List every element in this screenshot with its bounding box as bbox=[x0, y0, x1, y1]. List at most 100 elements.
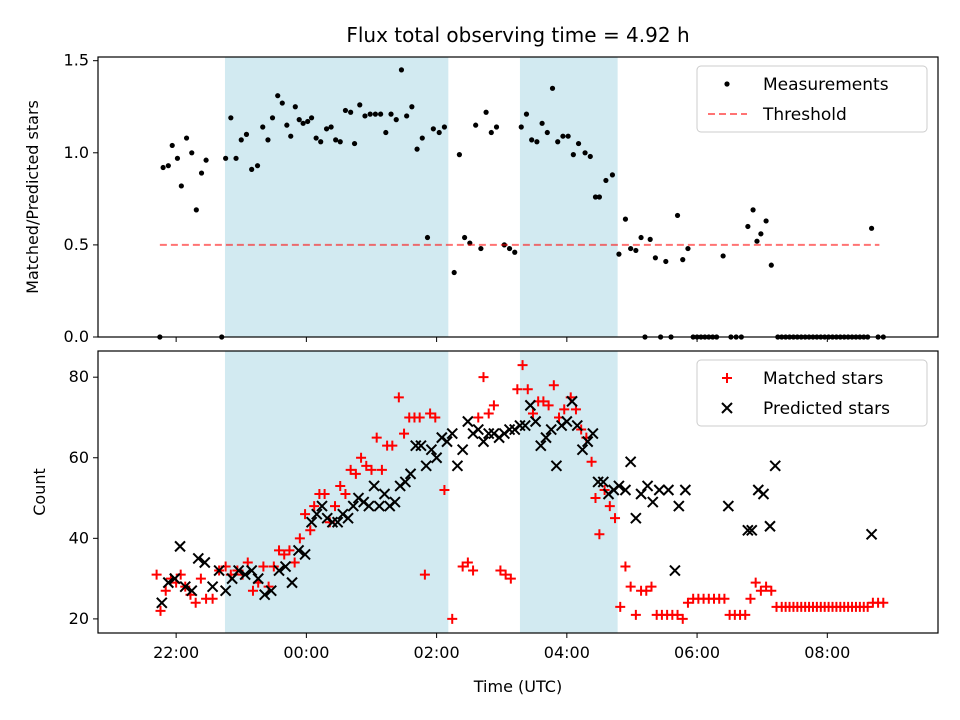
legend-label: Predicted stars bbox=[763, 399, 890, 419]
measurement-point bbox=[488, 129, 494, 136]
measurement-point bbox=[685, 245, 691, 252]
measurement-point bbox=[609, 172, 616, 178]
shaded-band bbox=[519, 351, 618, 633]
measurement-point bbox=[754, 238, 760, 244]
predicted-star-point bbox=[279, 560, 292, 573]
measurement-point bbox=[254, 163, 261, 169]
predicted-star-point bbox=[446, 427, 458, 440]
predicted-star-point bbox=[174, 540, 186, 553]
predicted-star-point bbox=[292, 544, 305, 557]
measurement-point bbox=[419, 135, 425, 141]
matched-star-point bbox=[284, 545, 295, 556]
measurement-point bbox=[279, 100, 285, 106]
predicted-star-point bbox=[399, 476, 412, 488]
predicted-star-point bbox=[169, 572, 181, 585]
predicted-star-point bbox=[576, 443, 589, 456]
predicted-star-point bbox=[769, 460, 781, 472]
predicted-star-point bbox=[239, 568, 251, 581]
matched-star-point bbox=[340, 489, 351, 500]
predicted-star-point bbox=[550, 460, 563, 472]
matched-star-point bbox=[247, 585, 258, 596]
measurement-point bbox=[663, 258, 669, 265]
measurement-point bbox=[288, 133, 294, 139]
matched-star-point bbox=[740, 609, 751, 620]
measurement-point bbox=[633, 247, 639, 254]
measurement-point bbox=[260, 124, 266, 130]
measurement-point bbox=[333, 137, 339, 143]
measurement-point bbox=[587, 153, 593, 160]
x-tick-label: 06:00 bbox=[674, 643, 720, 662]
matched-star-point bbox=[604, 501, 615, 512]
matched-star-point bbox=[527, 408, 538, 419]
y-ticks: 0.0 0.5 1.0 1.5 bbox=[64, 51, 98, 346]
matched-star-point bbox=[543, 400, 554, 411]
y-ticks: 20 40 60 80 bbox=[69, 367, 98, 628]
measurement-point bbox=[441, 124, 448, 130]
measurement-point bbox=[436, 129, 442, 136]
matched-star-point bbox=[766, 585, 777, 596]
measurement-point bbox=[357, 102, 363, 108]
matched-star-point bbox=[155, 605, 166, 616]
measurement-point bbox=[367, 111, 373, 117]
predicted-star-point bbox=[635, 488, 647, 500]
matched-star-point bbox=[512, 384, 523, 395]
matched-star-point bbox=[682, 597, 693, 608]
measurement-point bbox=[745, 223, 751, 230]
matched-star-point bbox=[755, 585, 766, 596]
matched-star-point bbox=[590, 493, 601, 504]
predicted-star-point bbox=[535, 439, 547, 452]
measurement-point bbox=[203, 157, 209, 163]
predicted-star-point bbox=[186, 584, 198, 597]
predicted-star-point bbox=[192, 552, 204, 565]
measurement-point bbox=[473, 122, 479, 128]
matched-star-point bbox=[488, 400, 499, 411]
measurement-point bbox=[337, 139, 343, 145]
matched-star-point bbox=[586, 456, 597, 467]
measurement-point bbox=[414, 146, 420, 152]
measurement-point bbox=[409, 104, 415, 110]
predicted-star-point bbox=[299, 548, 311, 561]
measurement-point bbox=[506, 245, 513, 252]
matched-star-point bbox=[878, 597, 889, 608]
matched-star-point bbox=[750, 577, 761, 588]
matched-star-point bbox=[330, 501, 341, 512]
matched-star-point bbox=[761, 581, 772, 592]
predicted-star-point bbox=[162, 576, 175, 589]
predicted-star-point bbox=[232, 564, 245, 577]
measurement-point bbox=[318, 139, 324, 145]
predicted-star-point bbox=[342, 512, 354, 524]
measurement-point bbox=[750, 207, 756, 213]
predicted-star-point bbox=[420, 460, 432, 472]
measurement-point bbox=[275, 93, 281, 99]
predicted-star-point bbox=[472, 423, 484, 436]
y-tick-label: 1.0 bbox=[64, 143, 89, 162]
measurement-point bbox=[284, 122, 290, 128]
predicted-star-point bbox=[757, 488, 770, 500]
measurement-point bbox=[233, 155, 239, 161]
x-tick-label: 08:00 bbox=[804, 643, 850, 662]
measurement-point bbox=[478, 245, 484, 252]
predicted-star-point bbox=[519, 419, 531, 432]
predicted-star-point bbox=[653, 484, 666, 496]
matched-star-point bbox=[195, 573, 206, 584]
predicted-star-point bbox=[316, 500, 328, 512]
legend-box bbox=[696, 359, 928, 427]
matched-star-point bbox=[522, 384, 533, 395]
measurement-point bbox=[512, 249, 518, 255]
predicted-star-point bbox=[252, 572, 264, 585]
legend-predicted-marker bbox=[721, 402, 733, 414]
matched-star-point bbox=[387, 440, 398, 451]
predicted-star-point bbox=[378, 488, 391, 500]
predicted-star-point bbox=[477, 435, 490, 448]
measurement-point bbox=[388, 111, 394, 117]
predicted-star-point bbox=[347, 500, 359, 512]
measurement-point bbox=[539, 120, 545, 126]
measurement-point bbox=[313, 135, 319, 141]
matched-star-point bbox=[672, 609, 683, 620]
shaded-band bbox=[224, 57, 449, 337]
matched-star-point bbox=[447, 613, 458, 624]
measurement-point bbox=[483, 109, 489, 115]
predicted-star-point bbox=[456, 443, 469, 456]
